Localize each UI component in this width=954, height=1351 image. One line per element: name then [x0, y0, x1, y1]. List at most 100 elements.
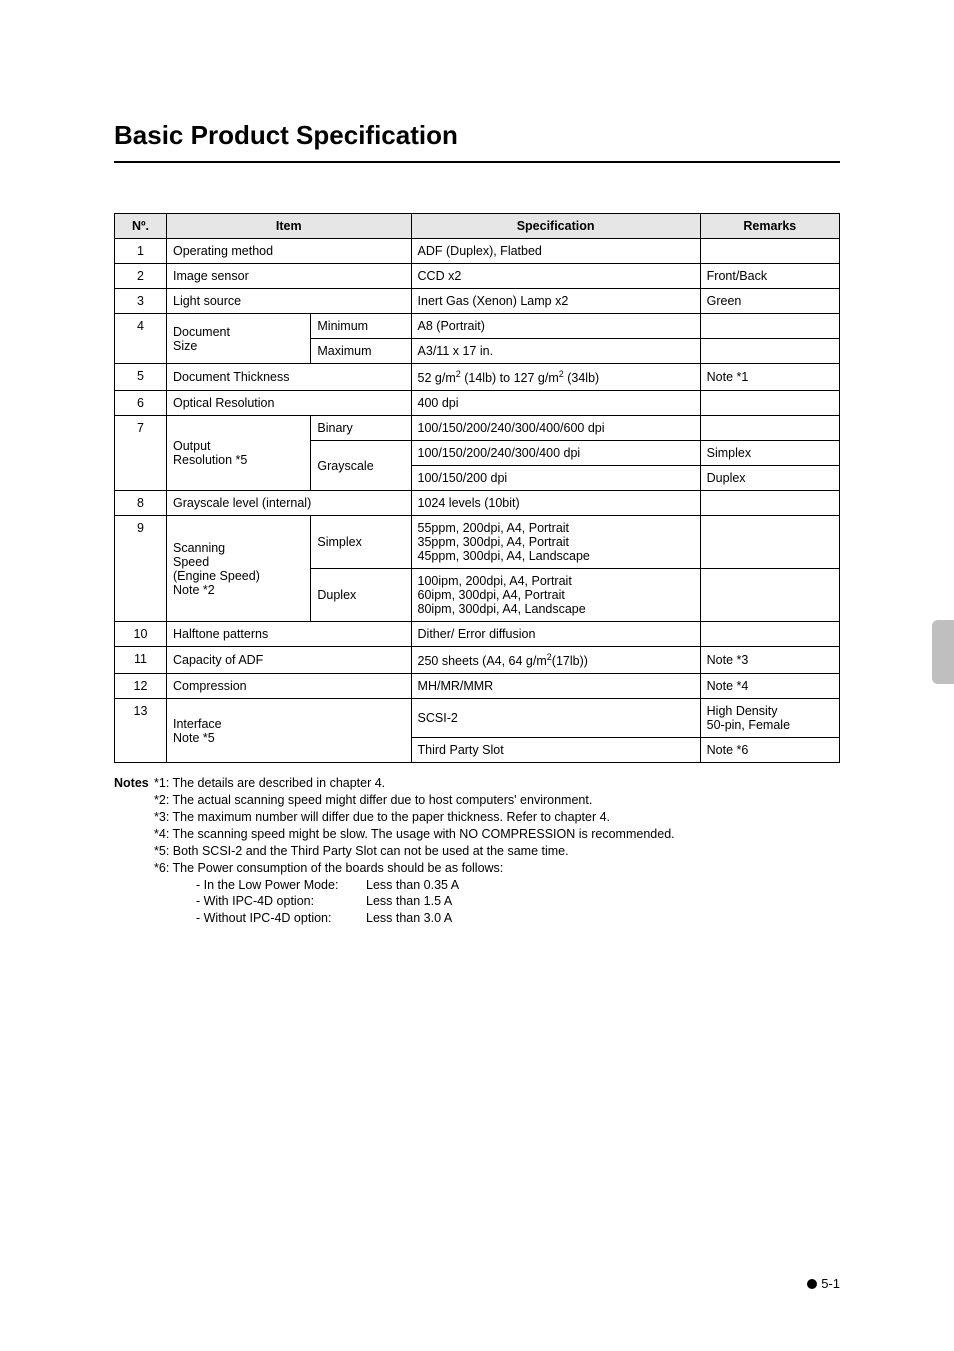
- cell-item: Document Thickness: [167, 364, 412, 391]
- table-row: 1 Operating method ADF (Duplex), Flatbed: [115, 239, 840, 264]
- cell-remarks: Note *4: [700, 674, 839, 699]
- cell-spec: 100/150/200/240/300/400/600 dpi: [411, 416, 700, 441]
- cell-spec: MH/MR/MMR: [411, 674, 700, 699]
- note-5: *5: Both SCSI-2 and the Third Party Slot…: [114, 843, 840, 860]
- cell-sub: Maximum: [311, 339, 411, 364]
- notes-block: Notes *1: The details are described in c…: [114, 775, 840, 927]
- cell-no: 12: [115, 674, 167, 699]
- cell-spec: 400 dpi: [411, 391, 700, 416]
- table-row: 9 ScanningSpeed(Engine Speed)Note *2 Sim…: [115, 516, 840, 569]
- cell-remarks: [700, 491, 839, 516]
- cell-remarks: [700, 314, 839, 339]
- cell-remarks: Green: [700, 289, 839, 314]
- cell-sub: Minimum: [311, 314, 411, 339]
- cell-spec: 52 g/m2 (14lb) to 127 g/m2 (34lb): [411, 364, 700, 391]
- table-row: 11 Capacity of ADF 250 sheets (A4, 64 g/…: [115, 647, 840, 674]
- cell-spec: 100ipm, 200dpi, A4, Portrait60ipm, 300dp…: [411, 569, 700, 622]
- cell-sub: Binary: [311, 416, 411, 441]
- notes-label: Notes: [114, 775, 154, 792]
- cell-remarks: [700, 391, 839, 416]
- bullet-icon: [807, 1279, 817, 1289]
- cell-spec: ADF (Duplex), Flatbed: [411, 239, 700, 264]
- note-2: *2: The actual scanning speed might diff…: [114, 792, 840, 809]
- cell-spec: CCD x2: [411, 264, 700, 289]
- cell-spec: 250 sheets (A4, 64 g/m2(17lb)): [411, 647, 700, 674]
- cell-spec: SCSI-2: [411, 699, 700, 738]
- table-row: 5 Document Thickness 52 g/m2 (14lb) to 1…: [115, 364, 840, 391]
- cell-no: 3: [115, 289, 167, 314]
- table-row: 4 DocumentSize Minimum A8 (Portrait): [115, 314, 840, 339]
- cell-remarks: [700, 622, 839, 647]
- cell-no: 5: [115, 364, 167, 391]
- cell-item: DocumentSize: [167, 314, 311, 364]
- cell-no: 13: [115, 699, 167, 763]
- title-rule: [114, 161, 840, 163]
- cell-remarks: [700, 239, 839, 264]
- cell-item: ScanningSpeed(Engine Speed)Note *2: [167, 516, 311, 622]
- col-no: Nº.: [115, 214, 167, 239]
- cell-remarks: [700, 339, 839, 364]
- cell-no: 1: [115, 239, 167, 264]
- cell-no: 6: [115, 391, 167, 416]
- note-6a-val: Less than 0.35 A: [366, 877, 459, 894]
- table-header-row: Nº. Item Specification Remarks: [115, 214, 840, 239]
- cell-item: Halftone patterns: [167, 622, 412, 647]
- note-6: *6: The Power consumption of the boards …: [114, 860, 840, 877]
- note-6c-val: Less than 3.0 A: [366, 910, 452, 927]
- cell-item: InterfaceNote *5: [167, 699, 412, 763]
- cell-item: Image sensor: [167, 264, 412, 289]
- cell-no: 7: [115, 416, 167, 491]
- page-content: Basic Product Specification Nº. Item Spe…: [0, 0, 954, 927]
- cell-item: Light source: [167, 289, 412, 314]
- page-number-text: 5-1: [821, 1276, 840, 1291]
- table-row: 10 Halftone patterns Dither/ Error diffu…: [115, 622, 840, 647]
- cell-spec: Dither/ Error diffusion: [411, 622, 700, 647]
- cell-item: Operating method: [167, 239, 412, 264]
- note-6c-label: - Without IPC-4D option:: [196, 910, 366, 927]
- table-row: 8 Grayscale level (internal) 1024 levels…: [115, 491, 840, 516]
- cell-spec: 100/150/200 dpi: [411, 466, 700, 491]
- col-spec: Specification: [411, 214, 700, 239]
- col-item: Item: [167, 214, 412, 239]
- cell-spec: Third Party Slot: [411, 738, 700, 763]
- note-4: *4: The scanning speed might be slow. Th…: [114, 826, 840, 843]
- note-6b-val: Less than 1.5 A: [366, 893, 452, 910]
- note-6b: - With IPC-4D option: Less than 1.5 A: [114, 893, 840, 910]
- note-6a-label: - In the Low Power Mode:: [196, 877, 366, 894]
- cell-spec: 100/150/200/240/300/400 dpi: [411, 441, 700, 466]
- table-row: 3 Light source Inert Gas (Xenon) Lamp x2…: [115, 289, 840, 314]
- page-number: 5-1: [807, 1276, 840, 1291]
- table-row: 7 OutputResolution *5 Binary 100/150/200…: [115, 416, 840, 441]
- cell-remarks: Duplex: [700, 466, 839, 491]
- cell-item: Optical Resolution: [167, 391, 412, 416]
- cell-spec: Inert Gas (Xenon) Lamp x2: [411, 289, 700, 314]
- cell-no: 10: [115, 622, 167, 647]
- spec-table: Nº. Item Specification Remarks 1 Operati…: [114, 213, 840, 763]
- table-row: 2 Image sensor CCD x2 Front/Back: [115, 264, 840, 289]
- cell-no: 4: [115, 314, 167, 364]
- cell-spec: 55ppm, 200dpi, A4, Portrait35ppm, 300dpi…: [411, 516, 700, 569]
- cell-item: Compression: [167, 674, 412, 699]
- cell-no: 11: [115, 647, 167, 674]
- cell-no: 8: [115, 491, 167, 516]
- cell-item: Capacity of ADF: [167, 647, 412, 674]
- side-tab: [932, 620, 954, 684]
- cell-remarks: [700, 516, 839, 569]
- cell-remarks: Front/Back: [700, 264, 839, 289]
- table-row: 12 Compression MH/MR/MMR Note *4: [115, 674, 840, 699]
- cell-sub: Grayscale: [311, 441, 411, 491]
- cell-remarks: High Density50-pin, Female: [700, 699, 839, 738]
- cell-no: 2: [115, 264, 167, 289]
- cell-item: OutputResolution *5: [167, 416, 311, 491]
- table-row: 6 Optical Resolution 400 dpi: [115, 391, 840, 416]
- note-3: *3: The maximum number will differ due t…: [114, 809, 840, 826]
- cell-remarks: Note *1: [700, 364, 839, 391]
- page-title: Basic Product Specification: [114, 120, 840, 151]
- col-remarks: Remarks: [700, 214, 839, 239]
- cell-spec: 1024 levels (10bit): [411, 491, 700, 516]
- cell-remarks: Simplex: [700, 441, 839, 466]
- cell-no: 9: [115, 516, 167, 622]
- cell-remarks: [700, 416, 839, 441]
- note-1: *1: The details are described in chapter…: [154, 775, 385, 792]
- cell-spec: A3/11 x 17 in.: [411, 339, 700, 364]
